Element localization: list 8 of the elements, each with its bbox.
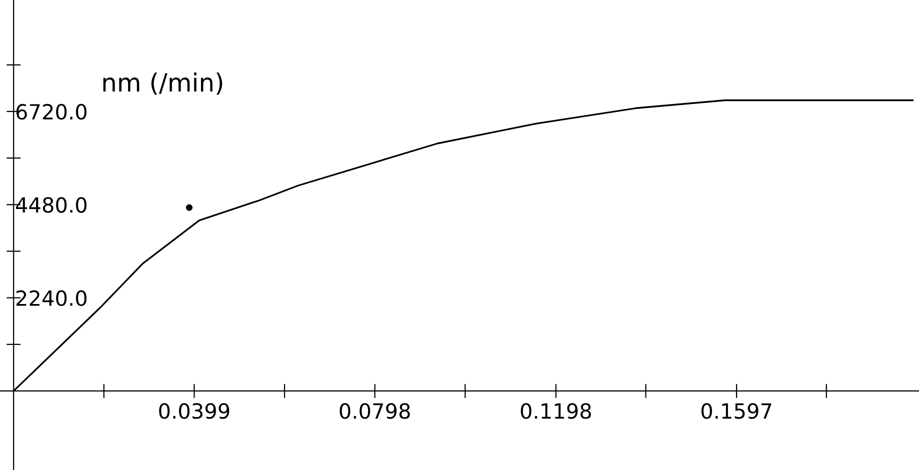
x-tick-label: 0.1597: [701, 403, 772, 419]
y-tick-label: 6720.0: [16, 104, 86, 120]
y-axis-title: nm (/min): [103, 72, 222, 95]
x-tick-label: 0.0798: [340, 403, 410, 419]
x-tick-label: 0.0399: [159, 403, 230, 419]
y-tick-label: 4480.0: [16, 197, 86, 213]
y-tick-label: 2240.0: [16, 290, 86, 306]
x-tick-label: 0.1198: [520, 403, 591, 419]
